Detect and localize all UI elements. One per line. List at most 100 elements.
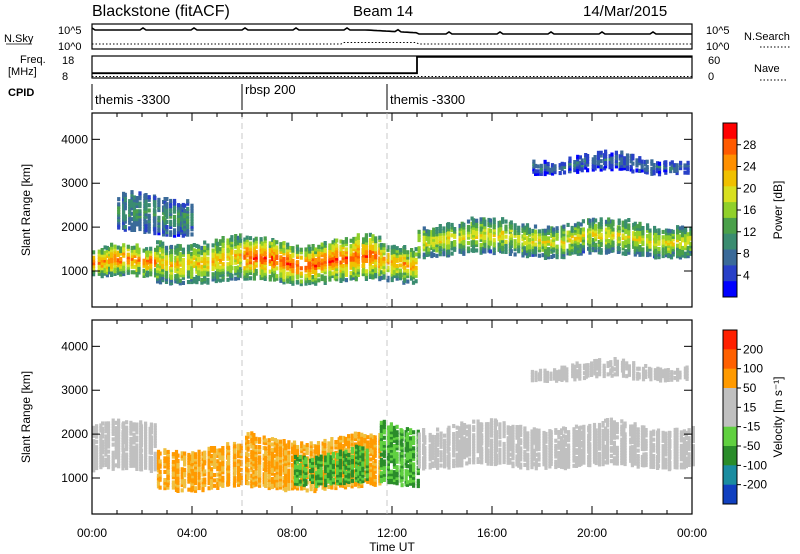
heatmap-cell [245, 250, 249, 255]
heatmap-cell [641, 231, 645, 236]
heatmap-cell [163, 483, 167, 488]
heatmap-cell [313, 489, 317, 494]
heatmap-cell [200, 269, 204, 274]
heatmap-cell [629, 153, 633, 158]
heatmap-cell [142, 248, 146, 253]
heatmap-cell [371, 236, 375, 241]
heatmap-cell [417, 461, 421, 466]
heatmap-cell [183, 232, 187, 237]
heatmap-cell [620, 166, 624, 171]
heatmap-cell [119, 259, 123, 264]
heatmap-cell [430, 251, 434, 256]
heatmap-cell [239, 449, 243, 454]
heatmap-cell [284, 443, 288, 448]
heatmap-cell [365, 466, 369, 471]
heatmap-cell [133, 248, 137, 253]
heatmap-cell [373, 464, 377, 469]
heatmap-cell [636, 239, 640, 244]
heatmap-cell [158, 462, 162, 467]
heatmap-cell [138, 211, 142, 216]
heatmap-cell [135, 451, 139, 456]
heatmap-cell [233, 476, 237, 481]
heatmap-cell [627, 245, 631, 250]
heatmap-cell [342, 446, 346, 451]
heatmap-cell [295, 473, 299, 478]
heatmap-cell [389, 435, 393, 440]
heatmap-cell [270, 463, 275, 468]
heatmap-cell [239, 268, 243, 273]
heatmap-cell [625, 164, 630, 169]
heatmap-cell [263, 258, 267, 263]
heatmap-cell [462, 243, 466, 248]
heatmap-cell [264, 438, 268, 443]
heatmap-cell [190, 219, 194, 224]
heatmap-cell [578, 163, 582, 168]
heatmap-cell [409, 460, 413, 465]
heatmap-cell [186, 255, 191, 260]
heatmap-cell [209, 482, 214, 487]
heatmap-cell [268, 274, 272, 279]
heatmap-cell [126, 260, 130, 265]
heatmap-cell [273, 478, 277, 483]
heatmap-cell [190, 224, 194, 229]
heatmap-cell [562, 244, 566, 249]
freq-lines [92, 56, 692, 77]
heatmap-cell [323, 280, 327, 285]
heatmap-cell [97, 260, 101, 265]
heatmap-cell [342, 453, 346, 458]
heatmap-cell [321, 457, 325, 462]
heatmap-cell [174, 248, 178, 253]
heatmap-cell [344, 449, 348, 454]
heatmap-cell [374, 271, 378, 276]
heatmap-cell [92, 266, 96, 271]
heatmap-cell [139, 440, 144, 445]
heatmap-cell [678, 247, 682, 252]
heatmap-cell [169, 198, 173, 203]
heatmap-cell [562, 227, 566, 232]
heatmap-cell [389, 430, 393, 435]
heatmap-cell [183, 481, 187, 486]
heatmap-cell [309, 454, 313, 459]
heatmap-cell [382, 264, 386, 269]
heatmap-cell [654, 244, 658, 249]
heatmap-cell [218, 448, 222, 453]
heatmap-cell [349, 252, 353, 257]
heatmap-cell [99, 433, 103, 438]
heatmap-cell [657, 236, 661, 241]
heatmap-cell [110, 270, 114, 275]
heatmap-cell [103, 253, 107, 258]
heatmap-cell [508, 251, 512, 256]
heatmap-cell [211, 253, 215, 258]
heatmap-cell [527, 252, 531, 257]
heatmap-cell [543, 159, 547, 164]
heatmap-cell [197, 258, 201, 263]
heatmap-cell [593, 166, 597, 171]
heatmap-cell [161, 249, 165, 254]
heatmap-cell [560, 241, 564, 246]
heatmap-cell [296, 280, 300, 285]
heatmap-cell [403, 260, 407, 265]
heatmap-cell [193, 488, 198, 493]
heatmap-cell [121, 445, 125, 450]
noise-sky-series [91, 27, 692, 35]
heatmap-cell [378, 251, 382, 256]
heatmap-cell [657, 255, 661, 260]
heatmap-cell [176, 274, 180, 279]
heatmap-cell [354, 271, 358, 276]
heatmap-cell [533, 224, 538, 229]
heatmap-cell [144, 209, 148, 214]
heatmap-cell [624, 249, 628, 254]
heatmap-cell [153, 228, 157, 233]
heatmap-cell [108, 252, 112, 257]
heatmap-cell [341, 269, 345, 274]
heatmap-cell [132, 208, 137, 213]
heatmap-cell [371, 267, 375, 272]
heatmap-cell [137, 260, 141, 265]
heatmap-cell [536, 169, 540, 174]
heatmap-cell [117, 223, 121, 228]
heatmap-cell [153, 467, 157, 472]
heatmap-cell [298, 479, 302, 484]
heatmap-cell [282, 267, 286, 272]
heatmap-cell [532, 169, 536, 174]
heatmap-cell [123, 217, 127, 222]
